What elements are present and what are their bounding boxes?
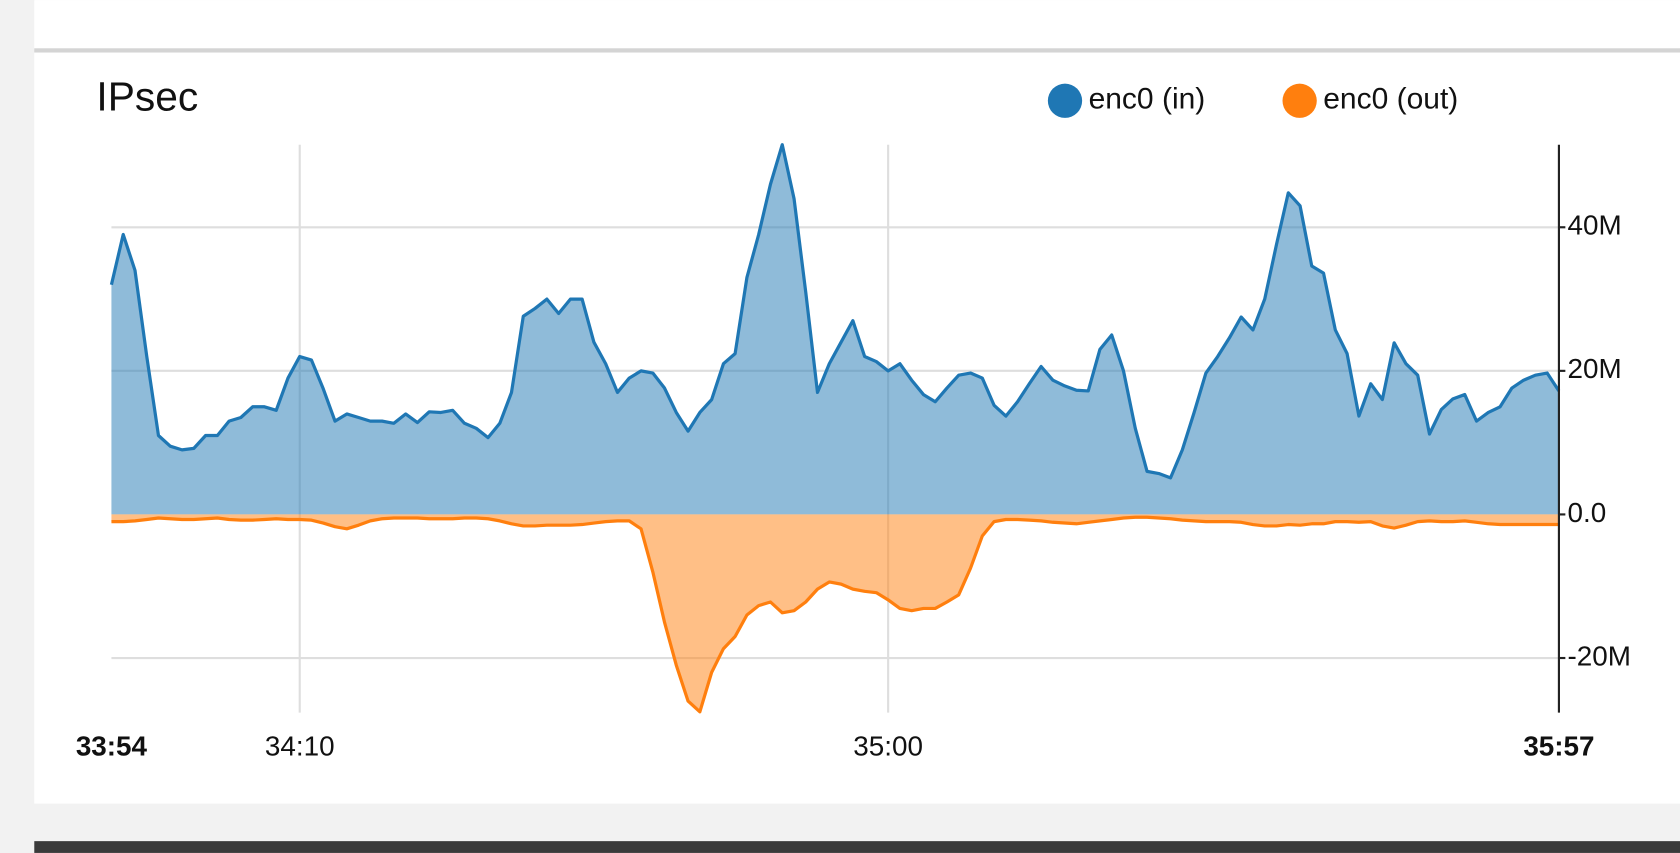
x-tick-label: 35:00 (853, 730, 923, 761)
y-tick-label: -20M (1568, 640, 1631, 671)
panel-above (34, 0, 1680, 50)
y-tick-label: 0.0 (1568, 497, 1607, 528)
line (111, 515, 1559, 714)
panel-border (34, 48, 1680, 53)
axes: -20M 0.0 20M 40M 33:54 34:10 35:00 35:57 enc0 (i… (76, 83, 1631, 762)
footer-bar (34, 841, 1680, 853)
line (109, 143, 1561, 480)
x-tick-label: 34:10 (265, 730, 335, 761)
x-tick-label: 35:57 (1523, 730, 1594, 761)
legend-label: enc0 (out) (1323, 83, 1458, 116)
x-tick-label: 33:54 (76, 730, 148, 761)
series-layer (109, 143, 1561, 714)
y-tick-label: 40M (1568, 210, 1622, 241)
area (111, 144, 1559, 515)
chart-title: IPsec (96, 73, 198, 119)
y-tick-label: 20M (1568, 353, 1622, 384)
legend-swatch (1282, 83, 1317, 118)
legend-label: enc0 (in) (1089, 83, 1206, 116)
legend-swatch (1047, 83, 1083, 118)
plot: -20M 0.0 20M 40M 33:54 34:10 35:00 35:57 enc0 (i… (76, 83, 1631, 762)
area (111, 514, 1559, 712)
